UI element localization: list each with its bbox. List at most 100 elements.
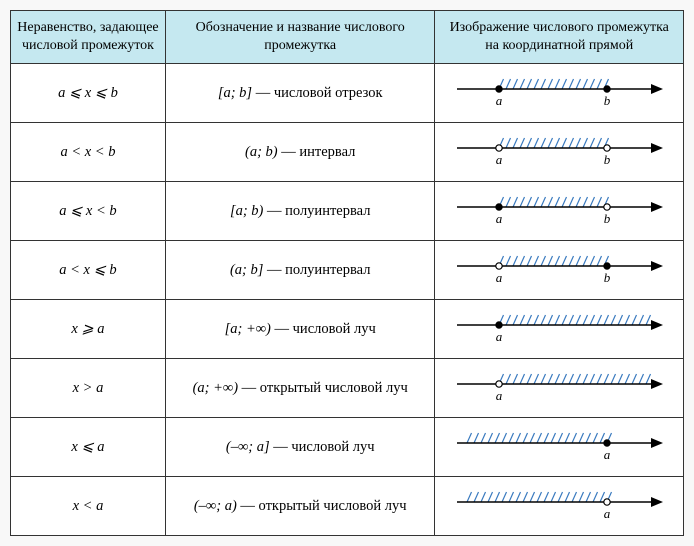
number-line-diagram: a [449,307,669,351]
cell-diagram: a [435,418,684,477]
cell-notation: (–∞; a] — числовой луч [165,418,435,477]
description-text: — открытый числовой луч [238,380,408,396]
table-row: a ⩽ x ⩽ b[a; b] — числовой отрезокab [11,64,684,123]
hatch-region [467,433,612,443]
point-label-a: a [604,447,611,462]
cell-inequality: x ⩾ a [11,300,166,359]
point-a [496,381,502,387]
point-a [604,440,610,446]
point-a [496,86,502,92]
arrow-icon [651,143,663,153]
table-row: a < x ⩽ b(a; b] — полуинтервалab [11,241,684,300]
description-text: — числовой луч [271,321,376,337]
table-row: x ⩾ a [a; +∞) — числовой луч a [11,300,684,359]
notation-text: [a; b] [218,85,252,101]
point-label-b: b [604,93,611,108]
cell-notation: (a; b) — интервал [165,123,435,182]
table-row: x > a (a; +∞) — открытый числовой луч a [11,359,684,418]
point-label-a: a [496,329,503,344]
cell-inequality: a < x ⩽ b [11,241,166,300]
hatch-region [499,197,609,207]
notation-text: (a; b] [230,262,263,278]
point-b [604,145,610,151]
number-line-diagram: ab [449,71,669,115]
arrow-icon [651,497,663,507]
inequality-text: x < a [73,498,104,514]
cell-inequality: a ⩽ x < b [11,182,166,241]
point-label-b: b [604,152,611,167]
header-inequality: Неравенство, задающее числовой промежуто… [11,11,166,64]
table-row: x ⩽ a (–∞; a] — числовой луч a [11,418,684,477]
hatch-region [499,138,609,148]
inequality-text: a < x < b [60,144,115,160]
notation-text: (a; b) [245,144,278,160]
notation-text: (a; +∞) [193,380,238,396]
cell-inequality: x ⩽ a [11,418,166,477]
inequality-text: a < x ⩽ b [59,262,116,278]
inequality-text: x ⩾ a [71,321,104,337]
point-label-b: b [604,270,611,285]
cell-inequality: a ⩽ x ⩽ b [11,64,166,123]
notation-text: [a; b) [230,203,263,219]
cell-diagram: ab [435,123,684,182]
hatch-region [467,492,612,502]
cell-notation: [a; +∞) — числовой луч [165,300,435,359]
table-row: x < a (–∞; a) — открытый числовой луч a [11,477,684,536]
cell-inequality: x > a [11,359,166,418]
inequality-text: a ⩽ x < b [59,203,116,219]
arrow-icon [651,84,663,94]
cell-notation: (–∞; a) — открытый числовой луч [165,477,435,536]
notation-text: (–∞; a] [226,439,270,455]
point-a [496,145,502,151]
cell-diagram: a [435,359,684,418]
cell-notation: (a; +∞) — открытый числовой луч [165,359,435,418]
number-line-diagram: a [449,484,669,528]
inequality-text: x ⩽ a [71,439,104,455]
cell-notation: [a; b] — числовой отрезок [165,64,435,123]
point-a [496,204,502,210]
notation-text: (–∞; a) [194,498,237,514]
cell-diagram: a [435,300,684,359]
header-diagram: Изображение числового промежутка на коор… [435,11,684,64]
point-label-b: b [604,211,611,226]
inequality-text: a ⩽ x ⩽ b [58,85,118,101]
point-label-a: a [496,93,503,108]
number-line-diagram: ab [449,248,669,292]
number-line-diagram: ab [449,189,669,233]
cell-inequality: a < x < b [11,123,166,182]
point-label-a: a [604,506,611,521]
intervals-table: Неравенство, задающее числовой промежуто… [10,10,684,536]
point-label-a: a [496,270,503,285]
cell-diagram: ab [435,64,684,123]
arrow-icon [651,379,663,389]
point-label-a: a [496,388,503,403]
inequality-text: x > a [73,380,104,396]
point-b [604,204,610,210]
hatch-region [499,315,651,325]
point-a [496,322,502,328]
point-label-a: a [496,152,503,167]
header-notation: Обозначение и название числового промежу… [165,11,435,64]
description-text: — полуинтервал [263,262,370,278]
hatch-region [499,256,609,266]
cell-diagram: a [435,477,684,536]
cell-diagram: ab [435,182,684,241]
arrow-icon [651,320,663,330]
point-label-a: a [496,211,503,226]
notation-text: [a; +∞) [225,321,271,337]
table-row: a < x < b(a; b) — интервалab [11,123,684,182]
hatch-region [499,79,609,89]
description-text: — интервал [278,144,356,160]
cell-inequality: x < a [11,477,166,536]
point-a [604,499,610,505]
arrow-icon [651,261,663,271]
hatch-region [499,374,651,384]
description-text: — полуинтервал [263,203,370,219]
table-row: a ⩽ x < b[a; b) — полуинтервалab [11,182,684,241]
description-text: — числовой луч [270,439,375,455]
cell-notation: [a; b) — полуинтервал [165,182,435,241]
table-body: a ⩽ x ⩽ b[a; b] — числовой отрезокaba < … [11,64,684,536]
arrow-icon [651,438,663,448]
number-line-diagram: ab [449,130,669,174]
point-b [604,263,610,269]
